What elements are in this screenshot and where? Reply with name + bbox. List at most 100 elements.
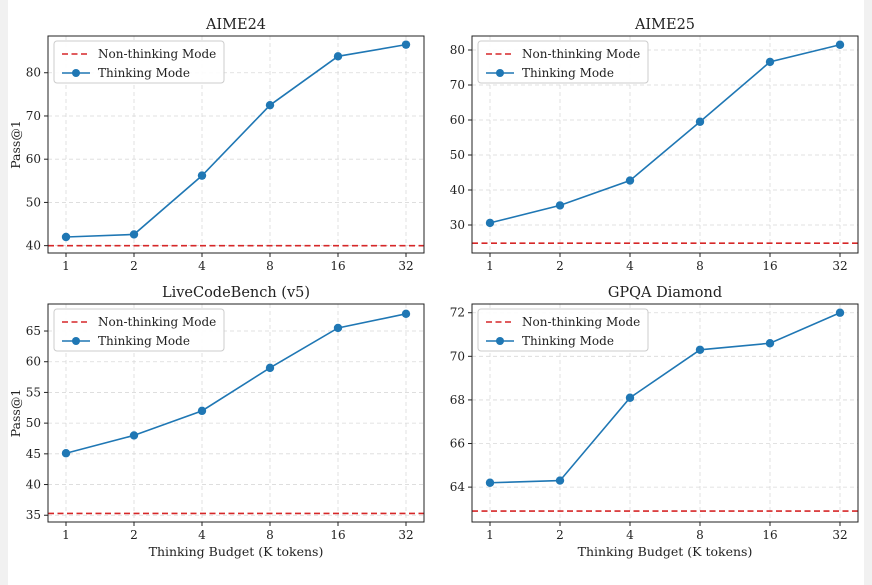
legend: Non-thinking Mode Thinking Mode — [53, 308, 225, 352]
y-tick-label: 80 — [450, 43, 465, 57]
y-tick-label: 80 — [26, 66, 41, 80]
chart-panel-1: 40 50 60 70 80 1 2 4 8 16 32 AIME24 Pass@1 Non-thinki… — [8, 17, 425, 273]
y-tick-label: 45 — [26, 447, 41, 461]
legend-label: Thinking Mode — [98, 66, 190, 80]
x-tick-label: 32 — [832, 528, 847, 542]
legend-label: Non-thinking Mode — [522, 47, 640, 61]
x-tick-label: 8 — [696, 528, 704, 542]
y-tick-label: 68 — [450, 393, 465, 407]
x-tick-label: 8 — [266, 259, 274, 273]
legend-box — [477, 308, 649, 352]
x-tick-label: 8 — [266, 528, 274, 542]
data-point — [485, 218, 495, 228]
x-tick-label: 1 — [62, 528, 70, 542]
legend-label: Non-thinking Mode — [522, 315, 640, 329]
legend-marker — [496, 337, 504, 345]
data-point — [695, 117, 705, 126]
data-point — [265, 100, 275, 110]
chart-title: AIME24 — [205, 17, 266, 33]
y-tick-label: 50 — [450, 148, 465, 162]
x-tick-label: 16 — [330, 528, 345, 542]
chart-panel-2: 30 40 50 60 70 80 1 2 4 8 16 32 AIME25 Non-thinking M… — [450, 17, 859, 273]
legend-label: Non-thinking Mode — [98, 315, 216, 329]
x-tick-label: 2 — [556, 528, 564, 542]
x-tick-label: 8 — [696, 259, 704, 273]
legend-marker — [496, 69, 504, 77]
series-thinking-line — [489, 43, 841, 224]
axes-frame — [471, 35, 859, 254]
y-tick-label: 70 — [450, 78, 465, 92]
legend-marker — [72, 337, 80, 345]
data-point — [625, 393, 635, 402]
chart-title: AIME25 — [634, 17, 695, 33]
y-tick-label: 40 — [26, 478, 41, 492]
y-tick-label: 65 — [26, 324, 41, 338]
x-tick-label: 16 — [330, 259, 345, 273]
legend-box — [53, 40, 225, 84]
series-thinking-line — [489, 311, 841, 484]
axes-frame — [47, 303, 425, 523]
x-tick-label: 2 — [130, 259, 138, 273]
chart-panel-4: 64 66 68 70 72 1 2 4 8 16 32 GPQA Diamond Thinking B… — [450, 285, 859, 559]
x-tick-label: 16 — [762, 259, 777, 273]
data-point — [765, 339, 775, 348]
data-point — [835, 40, 845, 49]
y-tick-label: 70 — [450, 349, 465, 363]
legend-label: Thinking Mode — [98, 334, 190, 348]
x-tick-label: 4 — [198, 259, 206, 273]
chart-title: LiveCodeBench (v5) — [162, 285, 310, 301]
data-point — [265, 363, 275, 373]
y-tick-label: 35 — [26, 508, 41, 522]
x-tick-label: 4 — [626, 528, 634, 542]
data-point — [333, 323, 343, 333]
y-tick-label: 66 — [450, 437, 465, 451]
data-point — [61, 449, 71, 458]
data-point — [765, 57, 775, 67]
data-point — [485, 478, 495, 487]
x-tick-label: 1 — [486, 259, 494, 273]
data-point — [625, 176, 635, 185]
axes-frame — [47, 35, 425, 254]
data-point — [61, 232, 71, 242]
chart-title: GPQA Diamond — [608, 285, 722, 301]
data-point — [835, 308, 845, 317]
y-tick-label: 40 — [26, 239, 41, 253]
x-tick-label: 2 — [556, 259, 564, 273]
data-point — [197, 406, 207, 416]
legend-label: Thinking Mode — [522, 334, 614, 348]
x-tick-label: 1 — [486, 528, 494, 542]
y-tick-label: 72 — [450, 306, 465, 320]
data-point — [555, 201, 565, 210]
x-tick-label: 1 — [62, 259, 70, 273]
y-tick-label: 55 — [26, 385, 41, 399]
data-point — [555, 476, 565, 485]
data-point — [401, 309, 411, 319]
legend-label: Non-thinking Mode — [98, 47, 216, 61]
x-axis-label: Thinking Budget (K tokens) — [149, 544, 324, 559]
data-point — [401, 40, 411, 49]
data-point — [197, 171, 207, 180]
y-tick-label: 60 — [450, 113, 465, 127]
data-point — [333, 52, 343, 61]
x-tick-label: 16 — [762, 528, 777, 542]
x-axis-label: Thinking Budget (K tokens) — [578, 544, 753, 559]
x-tick-label: 32 — [398, 259, 413, 273]
data-point — [695, 345, 705, 354]
legend-label: Thinking Mode — [522, 66, 614, 80]
y-axis-label: Pass@1 — [8, 389, 23, 438]
y-tick-label: 40 — [450, 183, 465, 197]
legend: Non-thinking Mode Thinking Mode — [477, 308, 649, 352]
y-tick-label: 50 — [26, 195, 41, 209]
y-axis-label: Pass@1 — [8, 120, 23, 169]
y-tick-label: 60 — [26, 152, 41, 166]
legend-box — [53, 308, 225, 352]
series-thinking-line — [65, 43, 407, 238]
x-tick-label: 4 — [198, 528, 206, 542]
y-tick-label: 60 — [26, 355, 41, 369]
data-point — [129, 230, 139, 239]
y-tick-label: 50 — [26, 416, 41, 430]
y-tick-label: 70 — [26, 109, 41, 123]
x-tick-label: 2 — [130, 528, 138, 542]
